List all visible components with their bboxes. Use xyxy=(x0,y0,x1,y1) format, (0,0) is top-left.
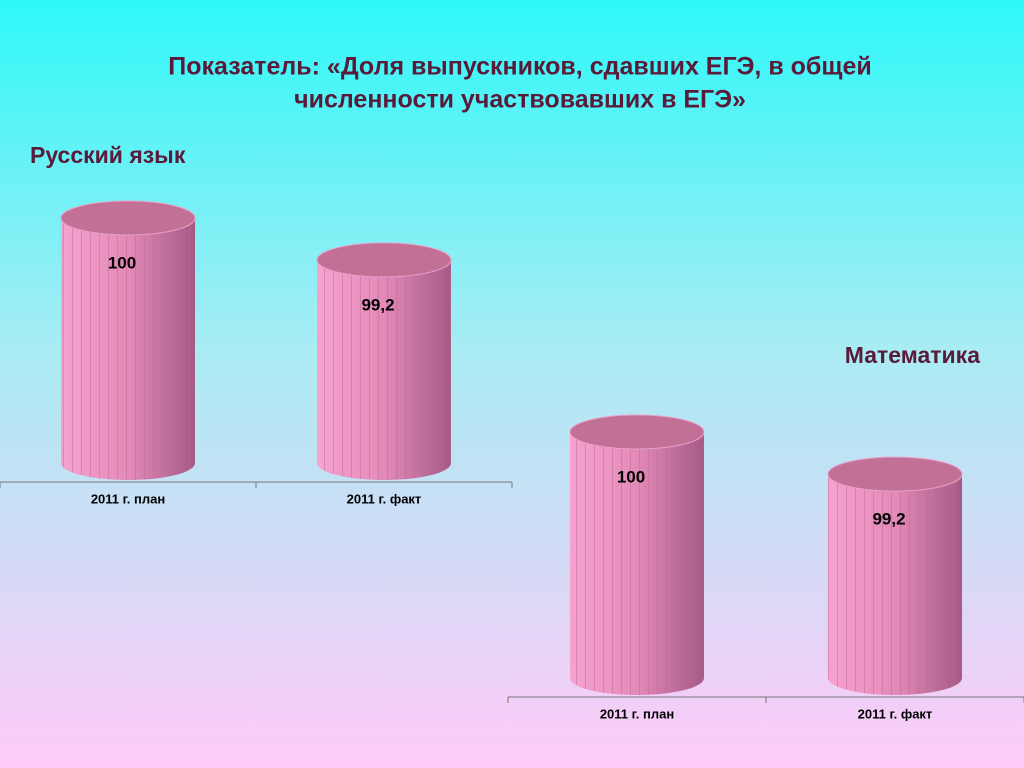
value-label: 99,2 xyxy=(361,295,394,314)
cylinder-stripes xyxy=(61,218,195,480)
value-label: 100 xyxy=(108,253,136,272)
value-label: 100 xyxy=(617,467,645,486)
cylinder-stripes xyxy=(828,474,962,695)
cylinder-stripes xyxy=(570,432,704,695)
slide-title: Показатель: «Доля выпускников, сдавших Е… xyxy=(168,53,871,81)
cylinder-stripes xyxy=(317,259,451,480)
x-tick-label: 2011 г. факт xyxy=(347,491,422,506)
slide-title: численности участвовавших в ЕГЭ» xyxy=(294,86,746,114)
cylinder-top xyxy=(60,200,196,236)
cylinder-top xyxy=(569,414,705,450)
value-label: 99,2 xyxy=(872,510,905,529)
x-tick-label: 2011 г. план xyxy=(91,491,165,506)
chart-title: Русский язык xyxy=(30,142,186,168)
x-tick-label: 2011 г. план xyxy=(600,706,674,721)
cylinder-top xyxy=(827,456,963,492)
cylinder-top xyxy=(316,242,452,278)
x-tick-label: 2011 г. факт xyxy=(858,706,933,721)
chart-title: Математика xyxy=(845,342,980,368)
